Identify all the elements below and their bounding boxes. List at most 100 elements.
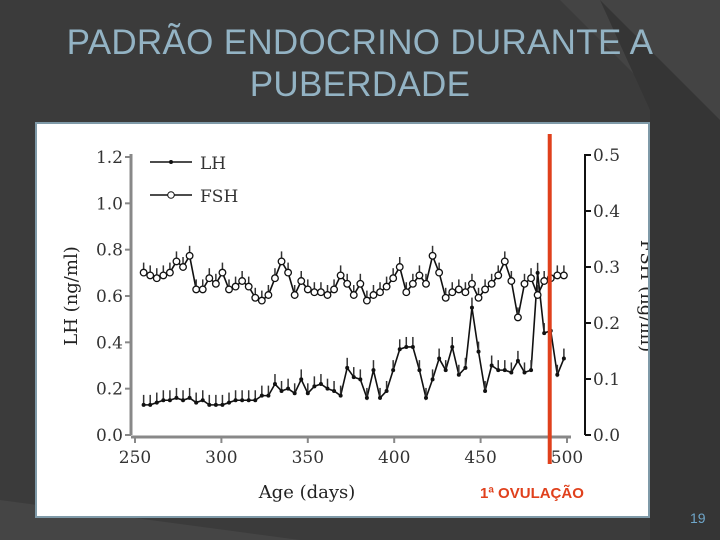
data-point-lh: [200, 398, 205, 403]
data-point-fsh: [513, 313, 522, 322]
data-point-fsh: [316, 288, 325, 297]
x-tick-label: 450: [464, 448, 496, 468]
data-point-fsh: [448, 288, 457, 297]
data-point-lh: [417, 368, 422, 373]
data-point-lh: [430, 377, 435, 382]
data-point-fsh: [559, 271, 568, 280]
data-point-lh: [483, 388, 488, 393]
y-right-tick-label: 0.2: [593, 314, 620, 334]
data-point-lh: [522, 370, 527, 375]
data-point-lh: [535, 270, 540, 275]
data-point-fsh: [349, 291, 358, 299]
data-point-lh: [384, 388, 389, 393]
data-point-fsh: [428, 251, 437, 260]
legend-label-lh: LH: [200, 154, 226, 174]
data-point-lh: [345, 365, 350, 370]
data-point-fsh: [284, 268, 293, 277]
y-left-tick-label: 1.0: [96, 194, 123, 214]
data-point-lh: [299, 377, 304, 382]
x-tick-label: 250: [119, 448, 151, 468]
data-point-lh: [351, 375, 356, 380]
y-left-tick-label: 0.8: [96, 241, 123, 261]
data-point-fsh: [277, 257, 286, 266]
data-point-lh: [391, 368, 396, 373]
data-point-fsh: [500, 257, 509, 266]
data-point-fsh: [297, 277, 306, 285]
data-point-lh: [555, 372, 560, 377]
y-left-tick-label: 1.2: [96, 148, 123, 168]
data-point-lh: [246, 398, 251, 403]
data-point-fsh: [395, 263, 404, 271]
data-point-lh: [181, 398, 186, 403]
title-line-1: PADRÃO ENDOCRINO DURANTE A: [66, 23, 654, 62]
data-point-lh: [292, 391, 297, 396]
page-number: 19: [690, 510, 706, 526]
data-point-fsh: [494, 271, 503, 280]
data-point-lh: [410, 344, 415, 349]
data-point-fsh: [152, 274, 161, 283]
data-point-lh: [450, 344, 455, 349]
data-point-lh: [496, 368, 501, 373]
data-point-lh: [213, 402, 218, 407]
data-point-fsh: [225, 285, 233, 294]
data-point-lh: [187, 395, 192, 400]
data-point-fsh: [540, 277, 549, 285]
y-right-tick-label: 0.4: [593, 202, 620, 222]
legend-marker-fsh: [167, 191, 175, 199]
x-tick-label: 400: [378, 448, 410, 468]
data-point-fsh: [172, 257, 181, 266]
data-point-lh: [259, 393, 264, 398]
data-point-fsh: [553, 271, 562, 280]
data-point-lh: [233, 398, 238, 403]
data-point-lh: [529, 368, 534, 373]
y-right-tick-label: 0.1: [593, 370, 620, 390]
data-point-fsh: [468, 279, 476, 288]
data-point-fsh: [251, 293, 260, 302]
data-point-fsh: [238, 277, 247, 285]
y-left-tick-label: 0.6: [96, 287, 123, 307]
data-point-fsh: [290, 291, 299, 299]
data-point-fsh: [520, 279, 529, 288]
data-point-lh: [312, 384, 317, 389]
legend-label-fsh: FSH: [200, 187, 238, 207]
data-point-fsh: [205, 274, 214, 283]
data-point-lh: [476, 349, 481, 354]
data-point-lh: [318, 382, 323, 387]
data-point-fsh: [179, 263, 187, 271]
data-point-lh: [272, 382, 277, 387]
data-point-lh: [161, 398, 166, 403]
data-point-lh: [561, 356, 566, 361]
data-point-lh: [227, 400, 232, 405]
data-point-fsh: [389, 274, 398, 283]
data-point-fsh: [330, 285, 339, 294]
data-point-fsh: [533, 291, 542, 299]
data-point-fsh: [362, 296, 371, 305]
data-point-lh: [253, 398, 258, 403]
data-point-lh: [141, 402, 146, 407]
y-left-tick-label: 0.2: [96, 380, 123, 400]
data-point-fsh: [527, 274, 536, 283]
data-point-lh: [174, 395, 179, 400]
data-point-fsh: [146, 271, 155, 280]
data-point-lh: [378, 395, 383, 400]
data-point-fsh: [323, 291, 332, 299]
data-point-lh: [240, 398, 245, 403]
data-point-lh: [286, 386, 291, 391]
data-point-lh: [279, 388, 284, 393]
data-point-lh: [443, 368, 448, 373]
x-tick-label: 300: [205, 448, 237, 468]
y-right-tick-label: 0.3: [593, 258, 620, 278]
data-point-fsh: [474, 293, 483, 302]
data-point-fsh: [257, 296, 266, 305]
data-point-fsh: [382, 282, 391, 291]
legend-marker-lh: [169, 160, 173, 164]
chart-image: 250 300 350 400 450 500 0.0 0.2 0.4 0.6 0.8 1.0 1.2 0…: [35, 122, 650, 518]
data-point-lh: [194, 400, 199, 405]
data-point-fsh: [356, 279, 365, 288]
data-point-fsh: [343, 279, 352, 288]
data-point-lh: [364, 395, 369, 400]
data-point-fsh: [487, 279, 496, 288]
data-point-lh: [305, 391, 310, 396]
data-point-fsh: [454, 285, 463, 294]
